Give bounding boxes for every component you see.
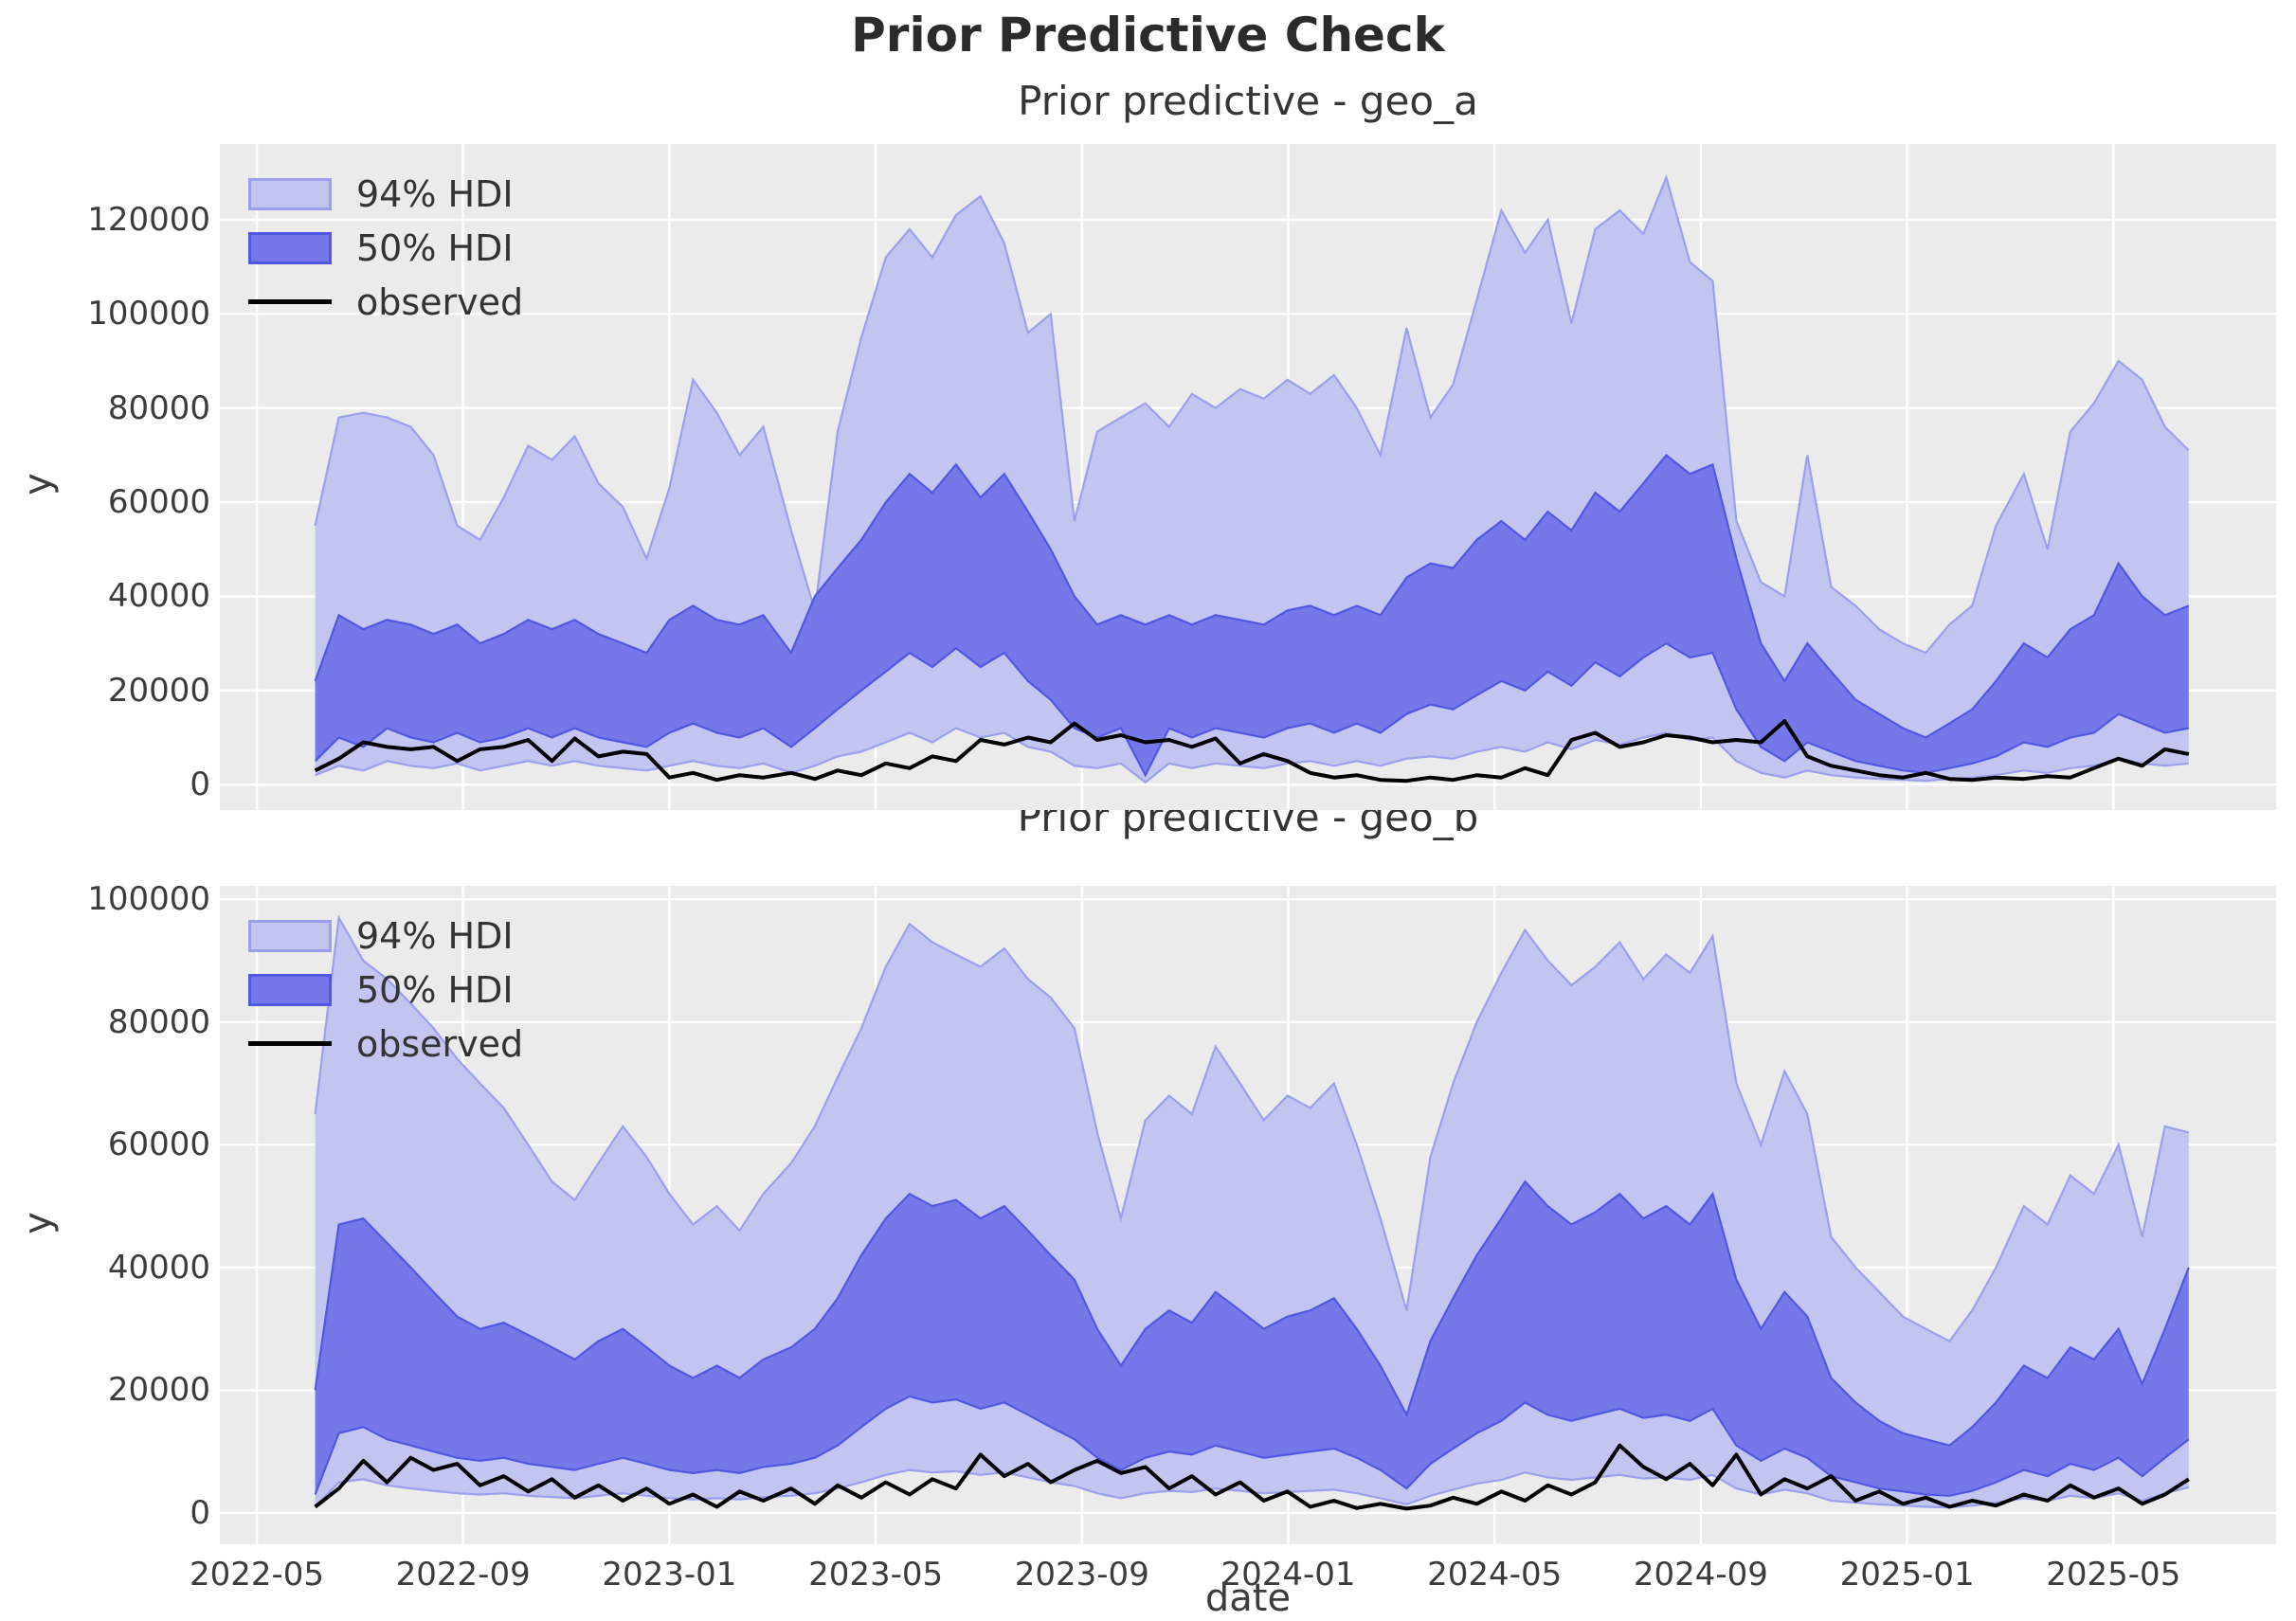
y-tick-label: 80000 xyxy=(107,1002,210,1041)
subplot-b-y-axis-label: y xyxy=(16,1212,60,1234)
y-tick-label: 60000 xyxy=(107,483,210,522)
legend-geo-b: 94% HDI 50% HDI observed xyxy=(248,909,523,1071)
legend-geo-a: 94% HDI 50% HDI observed xyxy=(248,167,523,329)
x-tick-label: 2025-01 xyxy=(1839,1556,1975,1594)
y-tick-label: 60000 xyxy=(107,1126,210,1164)
x-tick-label: 2024-01 xyxy=(1220,1556,1356,1594)
plot-area-geo-a xyxy=(220,144,2276,810)
x-tick-label: 2023-05 xyxy=(808,1556,944,1594)
hdi94-upper-edge xyxy=(314,173,2190,655)
legend-item: 94% HDI xyxy=(248,909,523,963)
hdi94-swatch xyxy=(248,919,332,952)
x-tick-label: 2023-01 xyxy=(602,1556,737,1594)
observed-line-swatch xyxy=(248,299,332,304)
hdi50-upper-edge xyxy=(314,1180,2190,1447)
hdi50-lower-edge xyxy=(314,641,2190,778)
hdi50-band xyxy=(315,1181,2189,1496)
subplot-a-title: Prior predictive - geo_a xyxy=(1018,78,1478,124)
x-tick-label: 2025-05 xyxy=(2046,1556,2181,1594)
legend-label: observed xyxy=(356,280,524,323)
legend-item: 50% HDI xyxy=(248,963,523,1017)
hdi50-lower-edge xyxy=(314,1395,2190,1497)
hdi50-band xyxy=(315,455,2189,776)
legend-label: observed xyxy=(356,1022,524,1065)
plot-area-geo-b xyxy=(220,886,2276,1544)
y-tick-label: 40000 xyxy=(107,1248,210,1287)
x-tick-label: 2022-05 xyxy=(189,1556,325,1594)
observed-line xyxy=(314,1443,2190,1511)
y-tick-label: 120000 xyxy=(87,200,210,239)
legend-item: observed xyxy=(248,275,523,329)
hdi50-swatch xyxy=(248,231,332,264)
x-tick-label: 2024-05 xyxy=(1427,1556,1563,1594)
observed-line xyxy=(314,719,2190,783)
x-tick-label: 2023-09 xyxy=(1014,1556,1149,1594)
hdi50-swatch xyxy=(248,973,332,1006)
y-tick-label: 20000 xyxy=(107,1371,210,1410)
y-tick-label: 0 xyxy=(190,1493,210,1532)
x-tick-label: 2022-09 xyxy=(395,1556,531,1594)
legend-label: 50% HDI xyxy=(356,968,514,1011)
legend-label: 50% HDI xyxy=(356,226,514,269)
y-tick-label: 100000 xyxy=(87,295,210,333)
y-tick-label: 80000 xyxy=(107,388,210,427)
y-tick-label: 20000 xyxy=(107,671,210,710)
observed-line-swatch xyxy=(248,1041,332,1046)
hdi94-lower-edge xyxy=(315,727,2189,784)
legend-label: 94% HDI xyxy=(356,172,514,215)
x-axis-label: date xyxy=(1204,1576,1292,1620)
legend-item: observed xyxy=(248,1017,523,1071)
legend-item: 50% HDI xyxy=(248,221,523,275)
legend-label: 94% HDI xyxy=(356,914,514,957)
figure-title: Prior Predictive Check xyxy=(851,8,1445,63)
hdi94-swatch xyxy=(248,177,332,210)
y-tick-label: 100000 xyxy=(87,880,210,919)
legend-item: 94% HDI xyxy=(248,167,523,221)
hdi94-upper-edge xyxy=(314,914,2190,1343)
y-tick-label: 0 xyxy=(190,765,210,804)
hdi50-upper-edge xyxy=(314,453,2190,739)
y-tick-label: 40000 xyxy=(107,577,210,616)
x-tick-label: 2024-09 xyxy=(1633,1556,1768,1594)
